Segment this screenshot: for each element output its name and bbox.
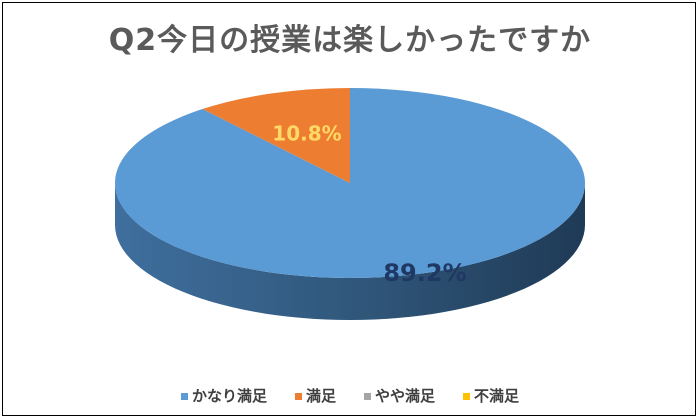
- data-label-0: 89.2%: [383, 259, 466, 287]
- pie-slice-0: [115, 88, 586, 278]
- chart-legend: かなり満足 満足 やや満足 不満足: [3, 385, 697, 406]
- legend-swatch-1: [294, 393, 302, 400]
- legend-item-1: 満足: [294, 385, 336, 406]
- chart-title: Q2今日の授業は楽しかったですか: [108, 23, 592, 58]
- legend-swatch-3: [463, 393, 471, 400]
- pie-slice-1: [202, 88, 350, 183]
- pie-side-0: [115, 183, 585, 320]
- legend-label-1: 満足: [305, 387, 336, 405]
- legend-swatch-2: [364, 393, 371, 400]
- legend-item-0: かなり満足: [180, 385, 267, 406]
- legend-swatch-0: [180, 393, 188, 400]
- data-label-1: 10.8%: [272, 122, 341, 146]
- pie-chart: 89.2% 10.8%: [115, 88, 586, 320]
- chart-frame: Q2今日の授業は楽しかったですか 89.2% 10.8% かなり満足 満足 やや満足 不…: [2, 2, 696, 416]
- legend-label-3: 不満足: [474, 387, 520, 405]
- legend-label-2: やや満足: [375, 387, 436, 405]
- legend-label-0: かなり満足: [191, 387, 267, 405]
- legend-item-2: やや満足: [364, 385, 435, 406]
- legend-item-3: 不満足: [463, 385, 519, 406]
